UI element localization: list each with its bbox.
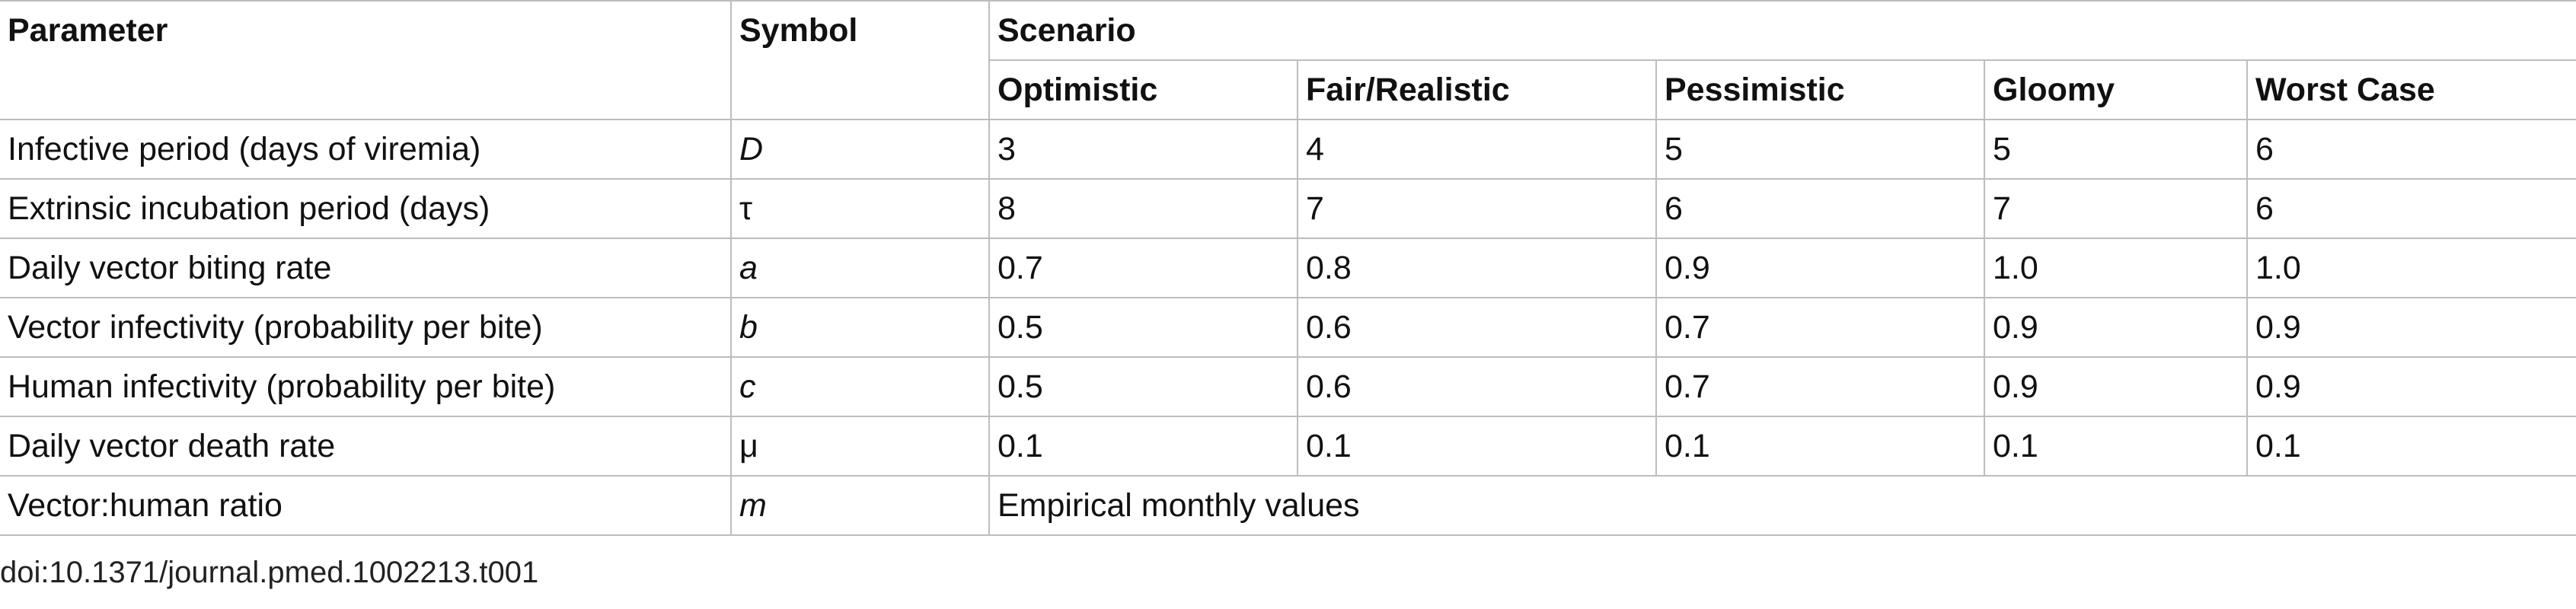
table-cell: 7 <box>1297 178 1657 239</box>
header-cell: Parameter <box>0 0 732 120</box>
header-cell: Symbol <box>730 0 990 120</box>
table-cell: τ <box>730 178 990 239</box>
header-cell: Pessimistic <box>1655 59 1985 120</box>
table-cell: 0.5 <box>988 297 1298 358</box>
header-row: Optimistic Fair/Realistic Pessimistic Gloom… <box>0 59 2576 120</box>
table-cell: 0.1 <box>988 416 1298 477</box>
header-row: Parameter Symbol Scenario <box>0 0 2576 120</box>
header-cell: Worst Case <box>2246 59 2576 120</box>
table-cell: D <box>730 119 990 180</box>
parameter-table: Parameter Symbol Scenario Optimistic Fair/Re… <box>0 0 2576 536</box>
table-cell: 3 <box>988 119 1298 180</box>
table-cell: 0.1 <box>1984 416 2248 477</box>
table-cell: m <box>730 475 990 536</box>
table-cell: 0.8 <box>1297 238 1657 298</box>
table-cell: Infective period (days of viremia) <box>0 119 732 180</box>
table-row: Vector:human ratio m Empirical monthly val… <box>0 475 2576 536</box>
table-cell: 0.7 <box>988 238 1298 298</box>
table-cell: a <box>730 238 990 298</box>
footer-doi: doi:10.1371/journal.pmed.1002213.t001 <box>0 556 539 589</box>
table-cell: 6 <box>2246 119 2576 180</box>
table-cell: 0.6 <box>1297 356 1657 417</box>
table-cell: Human infectivity (probability per bite) <box>0 356 732 417</box>
table-cell: 6 <box>2246 178 2576 239</box>
table-cell: Daily vector death rate <box>0 416 732 477</box>
table-cell: 1.0 <box>2246 238 2576 298</box>
table-cell: 5 <box>1984 119 2248 180</box>
table-cell: Extrinsic incubation period (days) <box>0 178 732 239</box>
table-cell: 0.1 <box>1655 416 1985 477</box>
table-cell: 0.7 <box>1655 356 1985 417</box>
table-row: Infective period (days of viremia) D 3 4 5 5 6 <box>0 119 2576 180</box>
table-cell: 7 <box>1984 178 2248 239</box>
table-cell: 0.9 <box>1984 297 2248 358</box>
table-cell: 1.0 <box>1984 238 2248 298</box>
table-cell: Empirical monthly values <box>988 475 2576 536</box>
table-cell: 4 <box>1297 119 1657 180</box>
table-cell: 0.5 <box>988 356 1298 417</box>
table-cell: 0.9 <box>1655 238 1985 298</box>
table-cell: 0.6 <box>1297 297 1657 358</box>
table-cell: Vector infectivity (probability per bite… <box>0 297 732 358</box>
table-cell: 0.1 <box>2246 416 2576 477</box>
table-row: Human infectivity (probability per bite)… <box>0 356 2576 417</box>
table-cell: 5 <box>1655 119 1985 180</box>
table-cell: 0.7 <box>1655 297 1985 358</box>
table-cell: 8 <box>988 178 1298 239</box>
table-row: Daily vector biting rate a 0.7 0.8 0.9 1.0 1.0 <box>0 238 2576 298</box>
table-cell: Vector:human ratio <box>0 475 732 536</box>
table-cell: μ <box>730 416 990 477</box>
table-row: Extrinsic incubation period (days) τ 8 7 6 7 6 <box>0 178 2576 239</box>
table-cell: 0.9 <box>1984 356 2248 417</box>
table-cell: Daily vector biting rate <box>0 238 732 298</box>
table-cell: b <box>730 297 990 358</box>
header-cell: Scenario <box>988 0 2576 61</box>
table-cell: 0.9 <box>2246 356 2576 417</box>
table-row: Daily vector death rate μ 0.1 0.1 0.1 0.1 0.1 <box>0 416 2576 477</box>
table-cell: 0.9 <box>2246 297 2576 358</box>
header-cell: Fair/Realistic <box>1297 59 1657 120</box>
table-cell: 6 <box>1655 178 1985 239</box>
header-cell: Optimistic <box>989 59 1298 120</box>
table-row: Vector infectivity (probability per bite… <box>0 297 2576 358</box>
table-cell: 0.1 <box>1297 416 1657 477</box>
table-cell: c <box>730 356 990 417</box>
header-cell: Gloomy <box>1984 59 2248 120</box>
